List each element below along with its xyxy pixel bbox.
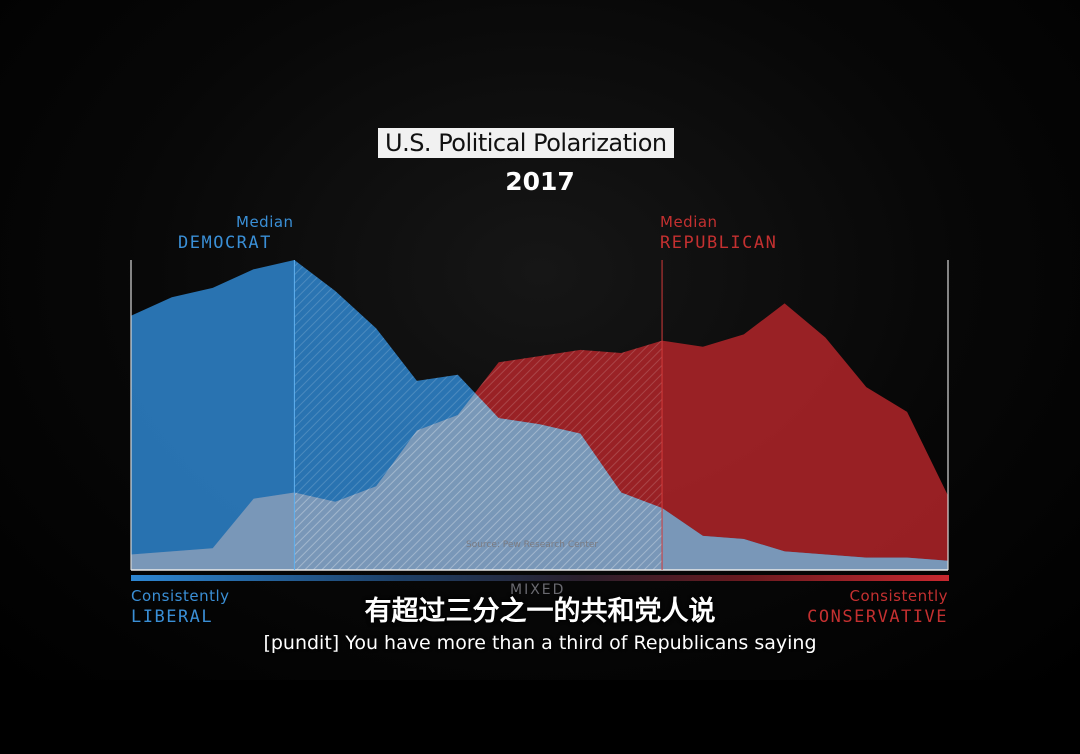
- median-republican-label: REPUBLICAN: [660, 233, 778, 253]
- subtitle-english: [pundit] You have more than a third of R…: [263, 632, 817, 654]
- letterbox-bar: [0, 680, 1080, 754]
- median-democrat-label: DEMOCRAT: [178, 233, 272, 253]
- consistently-liberal-small-label: Consistently: [131, 587, 230, 605]
- consistently-conservative-small-label: Consistently: [849, 587, 948, 605]
- video-frame: U.S. Political Polarization 2017 Median …: [0, 0, 1080, 680]
- subtitle-chinese: 有超过三分之一的共和党人说: [364, 596, 716, 627]
- chart-title: U.S. Political Polarization: [378, 128, 674, 158]
- median-republican-small-label: Median: [660, 213, 718, 231]
- ideology-axis-bar: [131, 575, 949, 581]
- consistently-liberal-label: LIBERAL: [131, 607, 214, 627]
- middle-hatch-group: [294, 260, 663, 570]
- chart-year: 2017: [505, 167, 575, 196]
- consistently-conservative-label: CONSERVATIVE: [807, 607, 948, 627]
- mixed-label: MIXED: [510, 582, 566, 598]
- source-note: Source: Pew Research Center: [466, 540, 599, 550]
- median-democrat-small-label: Median: [236, 213, 294, 231]
- polarization-area-chart: [130, 260, 949, 571]
- republican-hatch: [294, 340, 663, 570]
